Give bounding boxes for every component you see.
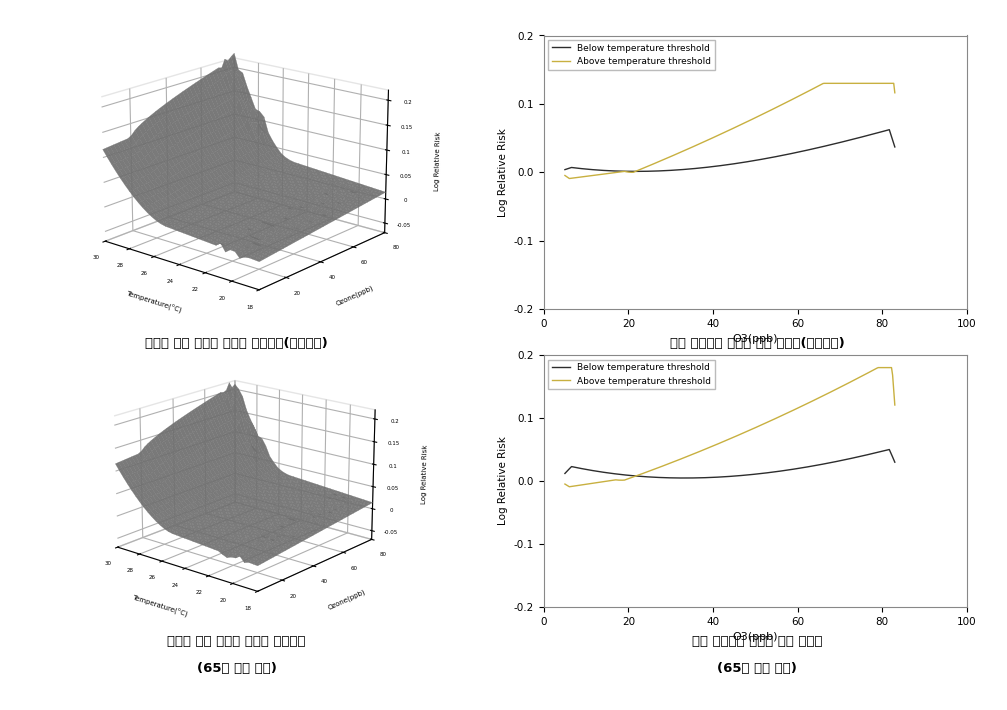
Text: (65세 이상 연령): (65세 이상 연령)	[717, 662, 798, 674]
Above temperature threshold	[838, 381, 850, 390]
Above temperature threshold	[889, 89, 901, 97]
Below temperature threshold	[755, 155, 767, 163]
Line: Above temperature threshold: Above temperature threshold	[565, 83, 895, 178]
Above temperature threshold	[762, 107, 774, 116]
Above temperature threshold	[839, 79, 851, 87]
Below temperature threshold	[755, 469, 767, 478]
Above temperature threshold	[889, 400, 901, 409]
X-axis label: O3(ppb): O3(ppb)	[732, 334, 778, 344]
Text: 사망에 대한 기온과 오존의 상호작용: 사망에 대한 기온과 오존의 상호작용	[167, 635, 306, 648]
Above temperature threshold	[563, 483, 575, 491]
Above temperature threshold	[755, 421, 767, 430]
Above temperature threshold	[762, 417, 774, 426]
Below temperature threshold	[560, 468, 572, 476]
Above temperature threshold	[560, 172, 572, 180]
Y-axis label: Log Relative Risk: Log Relative Risk	[498, 437, 509, 525]
Line: Below temperature threshold: Below temperature threshold	[565, 449, 895, 478]
X-axis label: Temperature(°C): Temperature(°C)	[131, 594, 188, 618]
Below temperature threshold	[859, 451, 871, 459]
Above temperature threshold	[756, 110, 768, 119]
Above temperature threshold	[559, 480, 571, 488]
Text: 기온 역치수준 구분에 따른 관련성: 기온 역치수준 구분에 따른 관련성	[692, 635, 823, 648]
Below temperature threshold	[629, 167, 641, 175]
Below temperature threshold	[889, 143, 901, 151]
Above temperature threshold	[563, 174, 575, 182]
Above temperature threshold	[818, 79, 830, 87]
Above temperature threshold	[559, 171, 571, 180]
Above temperature threshold	[860, 79, 872, 87]
Below temperature threshold	[559, 165, 571, 174]
Above temperature threshold	[560, 481, 572, 489]
Below temperature threshold	[756, 155, 768, 163]
Below temperature threshold	[762, 154, 774, 163]
Text: (65세 이상 연령): (65세 이상 연령)	[196, 662, 277, 674]
Below temperature threshold	[883, 126, 895, 134]
Above temperature threshold	[859, 370, 871, 378]
Y-axis label: Log Relative Risk: Log Relative Risk	[498, 128, 509, 217]
Below temperature threshold	[838, 137, 850, 146]
Below temperature threshold	[560, 165, 572, 173]
Below temperature threshold	[756, 469, 768, 478]
Text: 기온 역치수준 구분에 따른 관련성(전체연령): 기온 역치수준 구분에 따른 관련성(전체연령)	[670, 337, 845, 350]
Y-axis label: Ozone(ppb): Ozone(ppb)	[327, 589, 367, 611]
Legend: Below temperature threshold, Above temperature threshold: Below temperature threshold, Above tempe…	[548, 359, 715, 389]
Line: Above temperature threshold: Above temperature threshold	[565, 368, 895, 487]
Below temperature threshold	[559, 469, 571, 478]
Below temperature threshold	[883, 445, 895, 454]
Below temperature threshold	[762, 469, 774, 477]
Above temperature threshold	[872, 364, 884, 372]
Text: 사망에 대한 기온과 오존의 상호작용(전체연령): 사망에 대한 기온과 오존의 상호작용(전체연령)	[145, 337, 328, 350]
Line: Below temperature threshold: Below temperature threshold	[565, 130, 895, 171]
Legend: Below temperature threshold, Above temperature threshold: Below temperature threshold, Above tempe…	[548, 40, 715, 70]
X-axis label: O3(ppb): O3(ppb)	[732, 633, 778, 643]
Y-axis label: Ozone(ppb): Ozone(ppb)	[334, 284, 375, 307]
Below temperature threshold	[889, 458, 901, 466]
Above temperature threshold	[756, 420, 768, 429]
Above temperature threshold	[755, 111, 767, 119]
X-axis label: Temperature(°C): Temperature(°C)	[125, 290, 182, 315]
Below temperature threshold	[679, 474, 691, 482]
Below temperature threshold	[838, 456, 850, 464]
Below temperature threshold	[859, 132, 871, 141]
